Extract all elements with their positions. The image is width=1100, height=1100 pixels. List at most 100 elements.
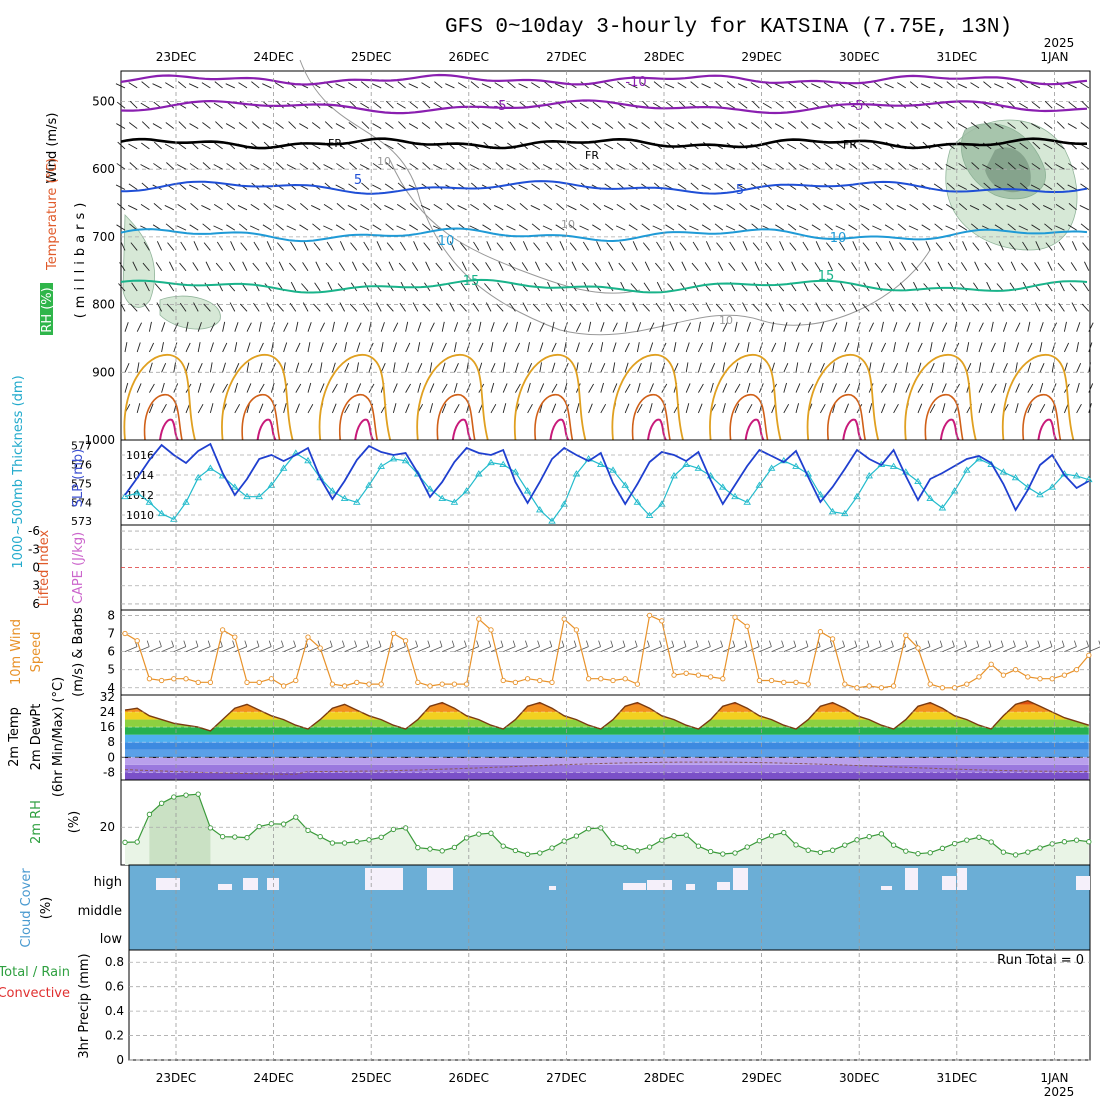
wind-barb xyxy=(679,303,687,312)
wind-barb xyxy=(350,242,358,251)
wind-barb xyxy=(722,342,727,353)
wind-barb xyxy=(422,303,431,312)
wind-barb xyxy=(161,322,166,332)
wind-barb xyxy=(604,223,614,231)
wind10-barb xyxy=(576,646,589,652)
thickness-point xyxy=(353,498,361,505)
wind-barb xyxy=(142,262,150,272)
warm-contour xyxy=(924,393,964,441)
wind-barb xyxy=(290,281,297,292)
wind10-barb xyxy=(686,646,699,652)
wind-barb xyxy=(873,121,882,129)
wind-barb xyxy=(567,143,577,150)
wind-barb xyxy=(508,262,516,272)
wind-barb xyxy=(751,162,760,170)
wind-barb xyxy=(888,241,895,251)
rh-point xyxy=(280,821,287,827)
wind-barb xyxy=(307,342,311,353)
wind-barb xyxy=(1081,100,1090,109)
wind-barb xyxy=(783,382,787,393)
wind-barb xyxy=(1031,224,1041,231)
wind-barb xyxy=(594,262,602,271)
wind-barb xyxy=(978,362,982,373)
wind-barb xyxy=(165,82,175,89)
wind-barb xyxy=(252,262,260,272)
wind-barb xyxy=(417,342,421,353)
wind-barb xyxy=(307,362,313,373)
wind-barb xyxy=(405,403,410,414)
wind10-barb-flag xyxy=(281,640,284,647)
thickness-point xyxy=(853,492,861,500)
wind-barb xyxy=(917,383,924,393)
wind-barb xyxy=(311,122,321,129)
wind-barb xyxy=(140,102,150,109)
wind-barb xyxy=(472,262,480,272)
wind-barb xyxy=(917,342,923,353)
wind-barb xyxy=(344,403,350,414)
wind10-barb xyxy=(185,646,199,652)
precip-convective-label: Convective xyxy=(0,986,70,1001)
wind10-barb xyxy=(942,646,955,652)
wind-barb xyxy=(815,241,821,251)
wind-barb xyxy=(441,383,448,393)
wind10-point xyxy=(390,630,397,637)
wind-barb xyxy=(832,383,837,393)
wind-barb xyxy=(811,83,821,89)
wind10-barb xyxy=(747,646,760,652)
wind-barb xyxy=(356,342,361,353)
cloud-gap xyxy=(267,878,279,890)
wind10-point xyxy=(915,645,921,651)
wind-barb xyxy=(141,121,150,129)
wind-barb xyxy=(1080,82,1090,89)
wind10-point xyxy=(1061,672,1068,678)
wind-barb xyxy=(1058,302,1065,312)
cloud-axis-label: Cloud Cover xyxy=(19,868,34,948)
wind-barb xyxy=(649,362,652,373)
rh-point xyxy=(354,839,360,845)
li-tick-label: 6 xyxy=(32,597,40,611)
wind10-point xyxy=(939,685,946,691)
warm-contour xyxy=(534,393,574,441)
wind-barb xyxy=(478,321,482,332)
wind10-barb-flag xyxy=(695,640,699,647)
thickness-point xyxy=(1011,473,1020,481)
temperature-band xyxy=(125,742,1089,750)
wind-barb xyxy=(582,241,589,251)
warm-contour xyxy=(826,393,866,441)
contour-label: 5 xyxy=(736,183,744,198)
wind-barb xyxy=(692,302,699,312)
wind-barb xyxy=(209,342,214,353)
wind-barb xyxy=(153,163,162,170)
wind-barb xyxy=(314,282,321,292)
wind-barb xyxy=(799,142,809,150)
rh-point xyxy=(256,823,262,830)
wind-barb xyxy=(812,141,821,150)
wind-barb xyxy=(713,205,723,211)
wind-barb xyxy=(958,101,968,109)
wind-barb xyxy=(898,303,907,312)
thickness-point xyxy=(389,455,398,462)
wind-barb xyxy=(710,322,715,332)
wind-barb xyxy=(437,281,443,292)
thickness-point xyxy=(499,460,507,468)
wind-barb xyxy=(441,362,446,373)
wind-barb xyxy=(143,302,150,312)
wind-barb xyxy=(152,83,162,89)
wind-barb xyxy=(197,322,202,332)
wind-barb xyxy=(746,322,751,332)
wind-barb xyxy=(814,262,821,271)
wind-barb xyxy=(929,342,933,353)
wind-barb xyxy=(851,302,858,312)
wind-barb xyxy=(502,322,508,332)
cloud-gap xyxy=(243,878,258,890)
wind-barb xyxy=(533,242,541,251)
precip-tick-label: 0.4 xyxy=(105,1004,124,1018)
wind-barb xyxy=(234,403,241,414)
wind-barb xyxy=(1088,403,1092,414)
wind-barb xyxy=(486,241,492,251)
wind-barb xyxy=(188,83,199,89)
wind10-barb-flag xyxy=(586,640,589,647)
wind-barb xyxy=(848,163,858,170)
